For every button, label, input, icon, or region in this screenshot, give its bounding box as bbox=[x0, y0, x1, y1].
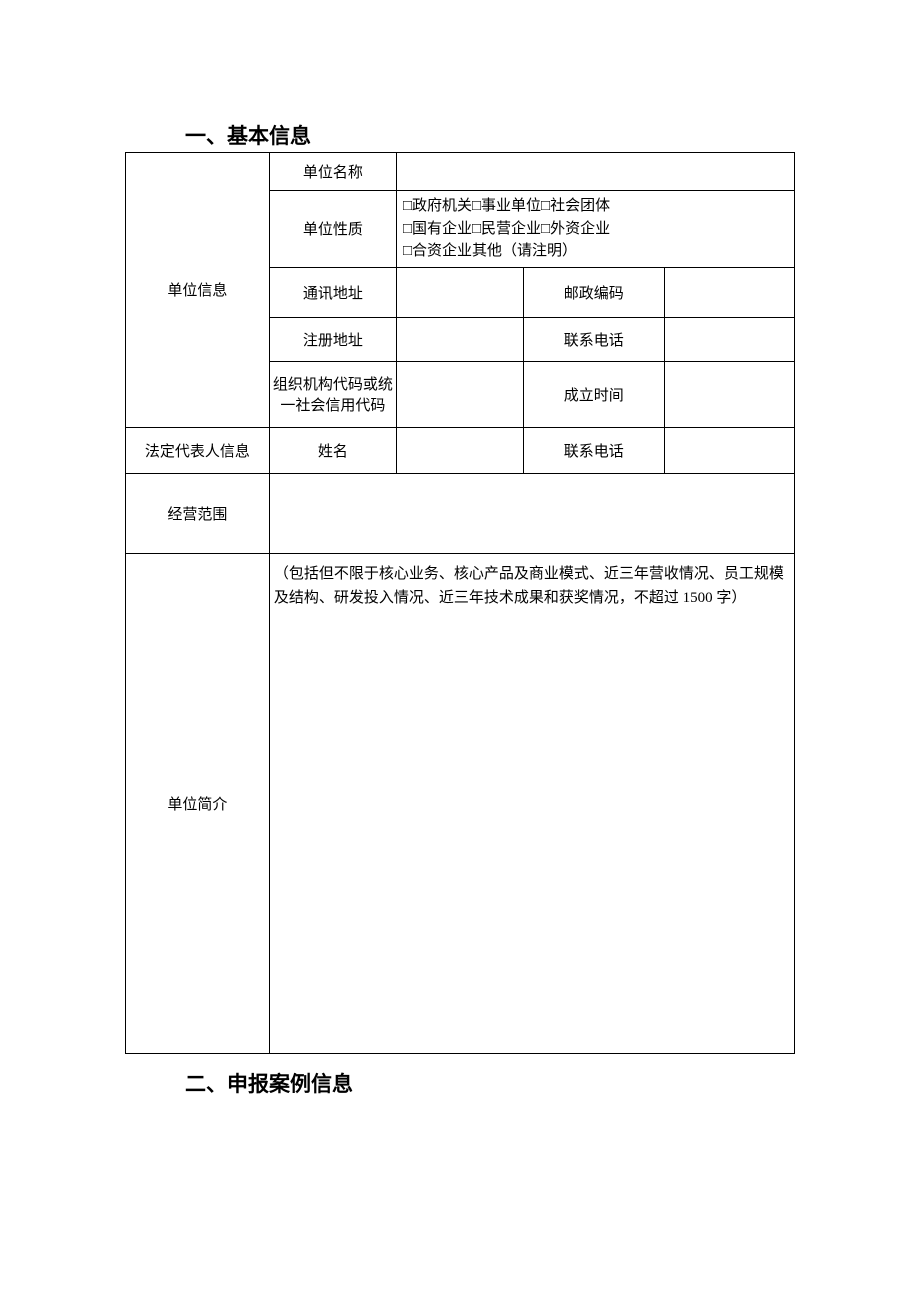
legal-phone-label: 联系电话 bbox=[524, 427, 664, 473]
reg-addr-value[interactable] bbox=[396, 317, 523, 361]
nature-line-2: □国有企业□民营企业□外资企业 bbox=[403, 221, 610, 237]
section-2-heading: 二、申报案例信息 bbox=[185, 1068, 795, 1098]
unit-intro-value[interactable]: （包括但不限于核心业务、核心产品及商业模式、近三年营收情况、员工规模及结构、研发… bbox=[269, 553, 794, 1053]
table-row: 经营范围 bbox=[126, 473, 795, 553]
contact-phone-value[interactable] bbox=[664, 317, 794, 361]
table-row: 单位信息 单位名称 bbox=[126, 153, 795, 191]
unit-nature-options[interactable]: □政府机关□事业单位□社会团体 □国有企业□民营企业□外资企业 □合资企业其他（… bbox=[396, 191, 794, 268]
unit-intro-label: 单位简介 bbox=[126, 553, 270, 1053]
unit-name-label: 单位名称 bbox=[269, 153, 396, 191]
unit-intro-hint: （包括但不限于核心业务、核心产品及商业模式、近三年营收情况、员工规模及结构、研发… bbox=[274, 566, 784, 606]
legal-phone-value[interactable] bbox=[664, 427, 794, 473]
reg-addr-label: 注册地址 bbox=[269, 317, 396, 361]
unit-nature-label: 单位性质 bbox=[269, 191, 396, 268]
unit-name-value[interactable] bbox=[396, 153, 794, 191]
basic-info-table: 单位信息 单位名称 单位性质 □政府机关□事业单位□社会团体 □国有企业□民营企… bbox=[125, 152, 795, 1054]
business-scope-label: 经营范围 bbox=[126, 473, 270, 553]
table-row: 单位简介 （包括但不限于核心业务、核心产品及商业模式、近三年营收情况、员工规模及… bbox=[126, 553, 795, 1053]
establish-date-label: 成立时间 bbox=[524, 361, 664, 427]
contact-phone-label: 联系电话 bbox=[524, 317, 664, 361]
postcode-value[interactable] bbox=[664, 267, 794, 317]
unit-info-label: 单位信息 bbox=[126, 153, 270, 428]
org-code-label: 组织机构代码或统一社会信用代码 bbox=[269, 361, 396, 427]
org-code-value[interactable] bbox=[396, 361, 523, 427]
postcode-label: 邮政编码 bbox=[524, 267, 664, 317]
section-1-heading: 一、基本信息 bbox=[185, 120, 795, 150]
nature-line-3: □合资企业其他（请注明） bbox=[403, 243, 577, 259]
mail-addr-label: 通讯地址 bbox=[269, 267, 396, 317]
legal-name-label: 姓名 bbox=[269, 427, 396, 473]
business-scope-value[interactable] bbox=[269, 473, 794, 553]
nature-line-1: □政府机关□事业单位□社会团体 bbox=[403, 198, 610, 214]
table-row: 法定代表人信息 姓名 联系电话 bbox=[126, 427, 795, 473]
legal-rep-label: 法定代表人信息 bbox=[126, 427, 270, 473]
mail-addr-value[interactable] bbox=[396, 267, 523, 317]
legal-name-value[interactable] bbox=[396, 427, 523, 473]
establish-date-value[interactable] bbox=[664, 361, 794, 427]
